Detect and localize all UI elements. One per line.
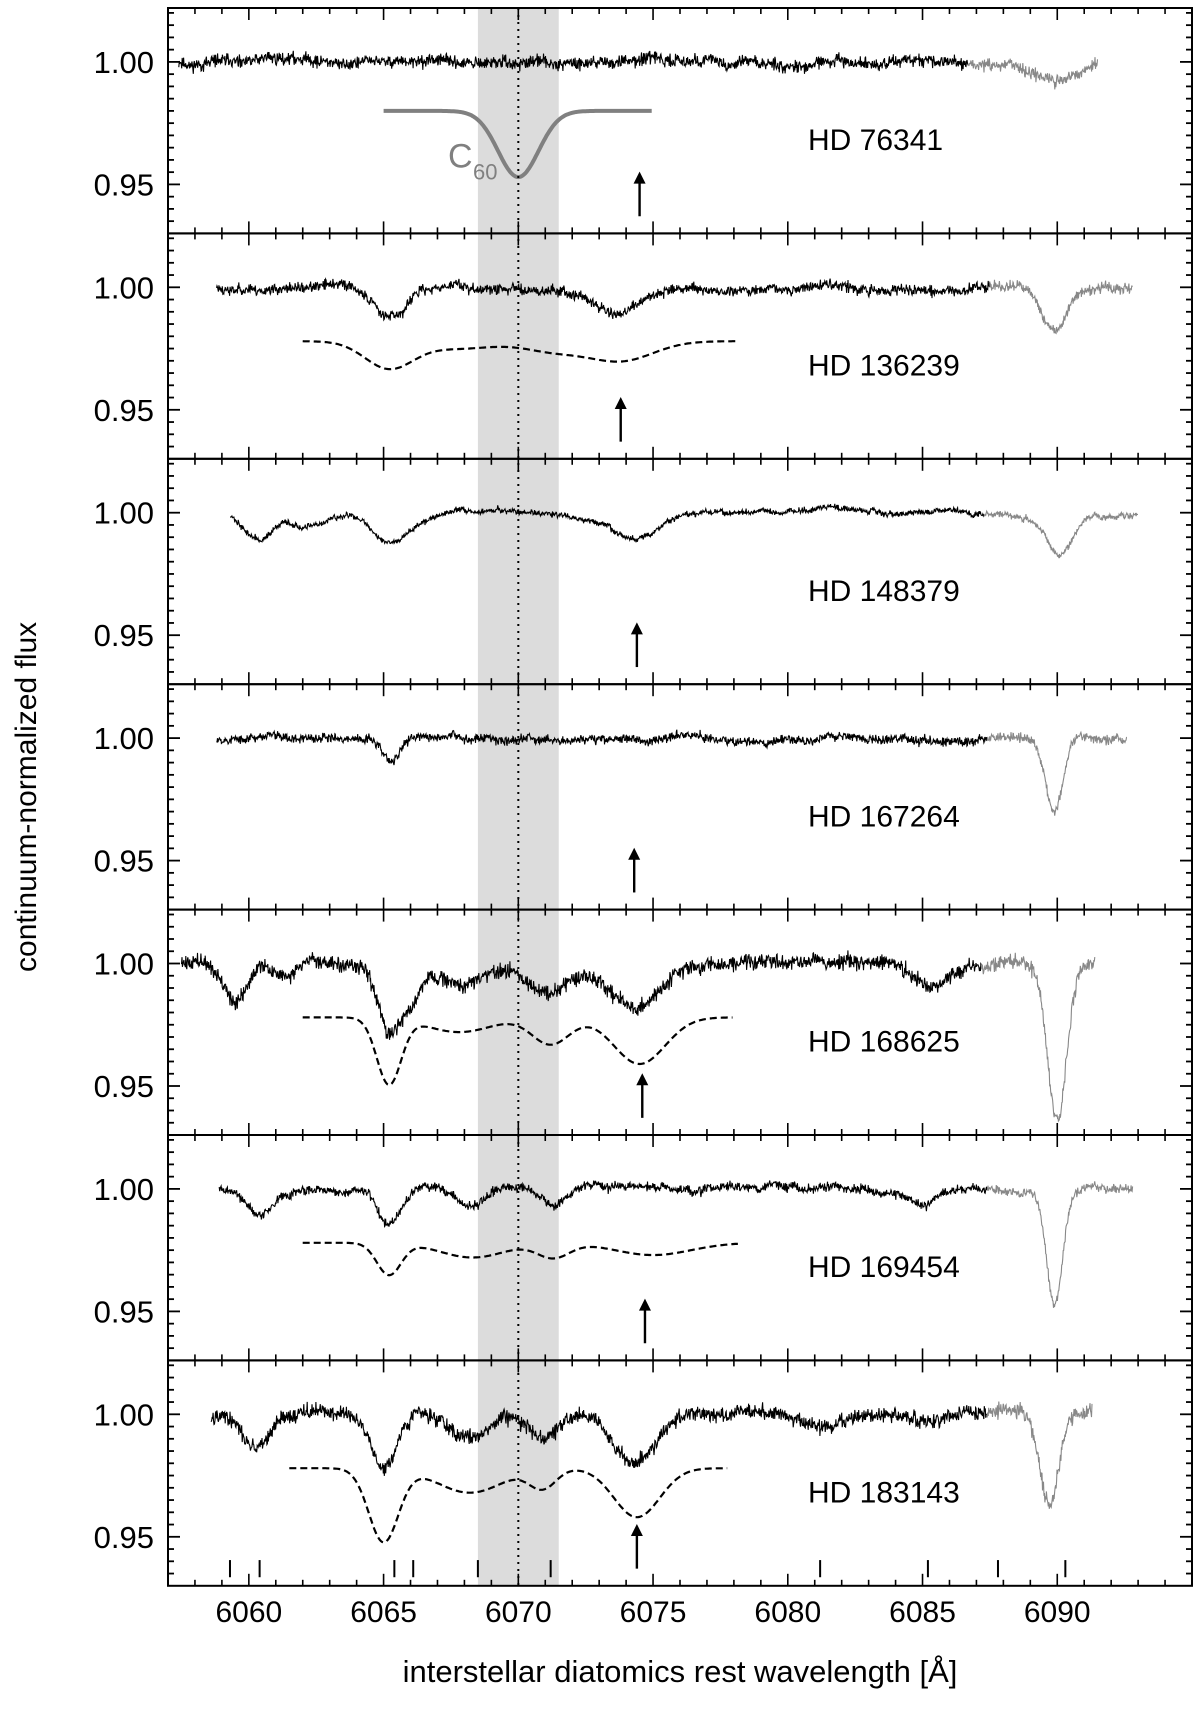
panel-frame (167, 683, 1193, 911)
spectrum-line (230, 503, 985, 545)
star-label: HD 148379 (808, 575, 960, 608)
y-tick-label: 1.00 (94, 270, 154, 305)
spectrum-line-gray (980, 952, 1096, 1123)
star-label: HD 168625 (808, 1026, 960, 1059)
y-tick-label: 0.95 (94, 1294, 154, 1329)
spectrum-line (180, 950, 982, 1040)
y-tick-label: 0.95 (94, 1520, 154, 1555)
spectrum-line (216, 729, 988, 766)
y-tick-label: 0.95 (94, 393, 154, 428)
model-profiles-group (289, 108, 738, 1544)
x-tick-label: 6085 (889, 1596, 956, 1629)
spectrum-line-gray (986, 1181, 1134, 1308)
y-tick-label: 1.00 (94, 496, 154, 531)
arrow-head (633, 171, 646, 184)
arrow-head (636, 1073, 649, 1086)
spectrum-line-gray (986, 1401, 1093, 1509)
spectrum-line (210, 1401, 988, 1476)
spectrum-line (215, 277, 991, 322)
spectrum-line (178, 50, 969, 74)
panel-frame (167, 457, 1193, 686)
spectra-group (178, 50, 1138, 1509)
panel-frame (167, 232, 1193, 460)
arrow-head (614, 397, 627, 409)
c60-subscript: 60 (473, 159, 497, 184)
y-axis-label: continuum-normalized flux (10, 622, 43, 972)
panel-frame (167, 1134, 1193, 1362)
spectrum-line-gray (986, 730, 1128, 816)
panel-frame (167, 7, 1193, 235)
x-tick-label: 6060 (215, 1596, 282, 1629)
star-label: HD 169454 (808, 1251, 960, 1284)
panel-frame (167, 908, 1193, 1136)
panel-frame (167, 1359, 1193, 1587)
annotations-group: HD 76341 HD 136239 HD 148379 HD 167264 HD 16… (228, 124, 1067, 1578)
axes-group: 0.95 1.00 0.95 1.00 0.95 1.00 0.95 1.00 0.95 1.00… (94, 8, 1192, 1629)
spectrum-line-gray (983, 509, 1138, 559)
star-label: HD 183143 (808, 1477, 960, 1510)
star-label: HD 167264 (808, 800, 960, 833)
y-tick-label: 1.00 (94, 947, 154, 982)
x-tick-label: 6075 (620, 1596, 687, 1629)
arrow-head (630, 1524, 643, 1536)
shaded-band-group (477, 8, 559, 1586)
y-tick-label: 0.95 (94, 844, 154, 879)
arrow-head (630, 622, 643, 635)
star-label: HD 136239 (808, 350, 960, 383)
model-profile (289, 1467, 728, 1544)
y-tick-label: 1.00 (94, 1172, 154, 1207)
y-tick-label: 1.00 (94, 721, 154, 756)
x-axis-label: interstellar diatomics rest wavelength [… (403, 1654, 958, 1689)
star-label: HD 76341 (808, 124, 943, 157)
spectrum-line-gray (967, 57, 1099, 90)
x-tick-label: 6090 (1024, 1596, 1091, 1629)
x-tick-label: 6080 (754, 1596, 821, 1629)
y-tick-label: 1.00 (94, 1397, 154, 1432)
spectrum-line-gray (989, 279, 1133, 335)
y-tick-label: 0.95 (94, 167, 154, 202)
y-tick-label: 0.95 (94, 618, 154, 653)
y-tick-label: 0.95 (94, 1069, 154, 1104)
model-profile (302, 340, 738, 371)
arrow-head (628, 847, 641, 860)
arrow-head (638, 1298, 651, 1311)
y-tick-label: 1.00 (94, 45, 154, 80)
model-profile (302, 1241, 738, 1277)
panel-frames-group (167, 7, 1193, 1587)
model-profile (302, 1016, 733, 1087)
x-tick-label: 6065 (350, 1596, 417, 1629)
x-tick-label: 6070 (485, 1596, 552, 1629)
spectrum-line (218, 1180, 988, 1229)
c60-label: C (448, 137, 473, 175)
shaded-band (477, 8, 559, 1586)
